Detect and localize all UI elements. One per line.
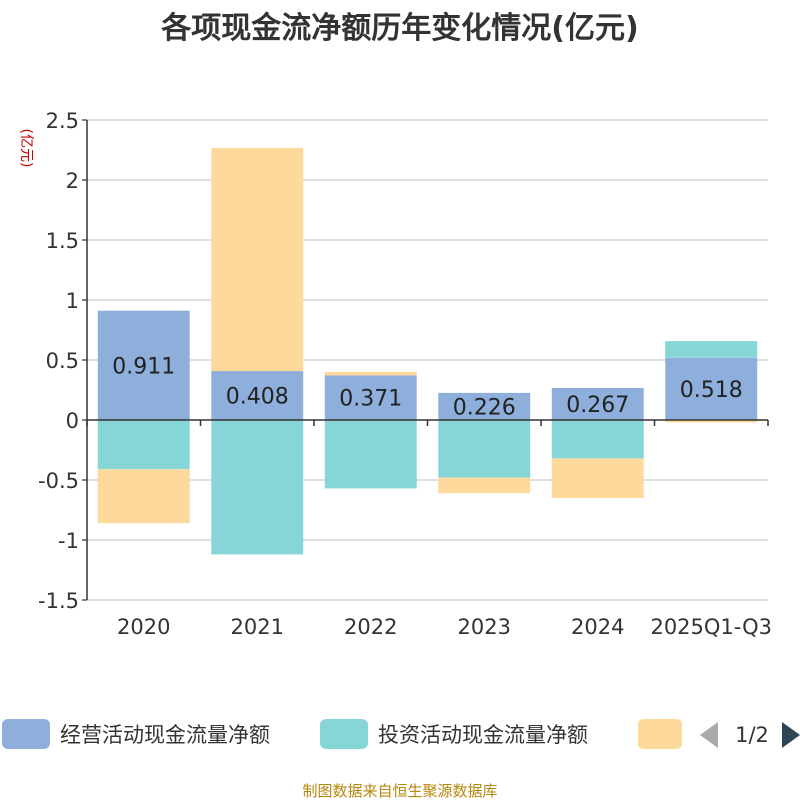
legend-label-investing: 投资活动现金流量净额 bbox=[378, 723, 588, 747]
bar-financing-2024[interactable] bbox=[551, 458, 644, 498]
x-tick-label: 2025Q1-Q3 bbox=[650, 615, 772, 639]
legend: 经营活动现金流量净额 投资活动现金流量净额 1/2 bbox=[2, 719, 800, 749]
y-axis-ticks: 2.5 2 1.5 1 0.5 0 -0.5 -1 -1.5 bbox=[38, 109, 87, 613]
x-axis-ticks: 2020 2021 2022 2023 2024 2025Q1-Q3 bbox=[117, 615, 772, 639]
legend-swatch-investing bbox=[320, 719, 368, 749]
bar-financing-2021[interactable] bbox=[211, 147, 304, 372]
bar-investing-2022[interactable] bbox=[324, 420, 417, 489]
data-label-2025Q1-Q3: 0.518 bbox=[680, 378, 743, 403]
bar-operating-2025Q1-Q3[interactable] bbox=[665, 357, 758, 420]
legend-swatch-financing bbox=[638, 719, 682, 749]
bar-investing-2025Q1-Q3[interactable] bbox=[665, 341, 758, 358]
y-unit-label: (亿元) bbox=[18, 129, 34, 168]
bar-operating-2024[interactable] bbox=[551, 387, 644, 420]
y-tick-label: 0.5 bbox=[46, 349, 79, 373]
x-tick-label: 2020 bbox=[117, 615, 170, 639]
data-label-2021: 0.408 bbox=[226, 385, 289, 410]
legend-prev-page-icon[interactable] bbox=[700, 722, 718, 748]
y-tick-label: 1.5 bbox=[46, 229, 79, 253]
bar-financing-2022[interactable] bbox=[324, 371, 417, 376]
bars bbox=[97, 147, 758, 555]
y-tick-label: -1 bbox=[58, 529, 79, 553]
bar-financing-2025Q1-Q3[interactable] bbox=[665, 420, 758, 423]
data-label-2024: 0.267 bbox=[566, 393, 629, 418]
bar-investing-2023[interactable] bbox=[438, 420, 531, 478]
y-tick-label: 2 bbox=[66, 169, 79, 193]
y-tick-label: 2.5 bbox=[46, 109, 79, 133]
x-tick-label: 2023 bbox=[458, 615, 511, 639]
y-tick-label: 0 bbox=[66, 409, 79, 433]
x-tick-label: 2022 bbox=[344, 615, 397, 639]
bar-operating-2023[interactable] bbox=[438, 392, 531, 420]
data-label-2022: 0.371 bbox=[339, 387, 402, 412]
y-tick-label: -0.5 bbox=[38, 469, 79, 493]
legend-next-page-icon[interactable] bbox=[782, 722, 800, 748]
grid-lines bbox=[87, 119, 768, 601]
legend-item-financing[interactable] bbox=[638, 719, 682, 749]
bar-investing-2020[interactable] bbox=[97, 420, 190, 470]
legend-item-operating[interactable]: 经营活动现金流量净额 bbox=[2, 719, 270, 749]
legend-swatch-operating bbox=[2, 719, 50, 749]
legend-label-operating: 经营活动现金流量净额 bbox=[60, 723, 270, 747]
bar-financing-2023[interactable] bbox=[438, 477, 531, 494]
chart-title: 各项现金流净额历年变化情况(亿元) bbox=[160, 11, 638, 46]
bar-operating-2022[interactable] bbox=[324, 375, 417, 420]
bar-operating-2020[interactable] bbox=[97, 310, 190, 420]
y-tick-label: -1.5 bbox=[38, 589, 79, 613]
bar-investing-2024[interactable] bbox=[551, 420, 644, 459]
data-label-2023: 0.226 bbox=[453, 395, 516, 420]
data-labels: 0.911 0.408 0.371 0.226 0.267 0.518 bbox=[112, 354, 742, 420]
legend-item-investing[interactable]: 投资活动现金流量净额 bbox=[320, 719, 588, 749]
y-tick-label: 1 bbox=[66, 289, 79, 313]
bar-financing-2020[interactable] bbox=[97, 469, 190, 524]
data-source-text: 制图数据来自恒生聚源数据库 bbox=[302, 782, 497, 800]
x-tick-label: 2024 bbox=[571, 615, 624, 639]
legend-page-indicator: 1/2 bbox=[735, 723, 769, 747]
bar-investing-2021[interactable] bbox=[211, 420, 304, 555]
data-label-2020: 0.911 bbox=[112, 354, 175, 379]
bar-operating-2021[interactable] bbox=[211, 371, 304, 420]
x-tick-label: 2021 bbox=[231, 615, 284, 639]
axes bbox=[86, 120, 769, 600]
